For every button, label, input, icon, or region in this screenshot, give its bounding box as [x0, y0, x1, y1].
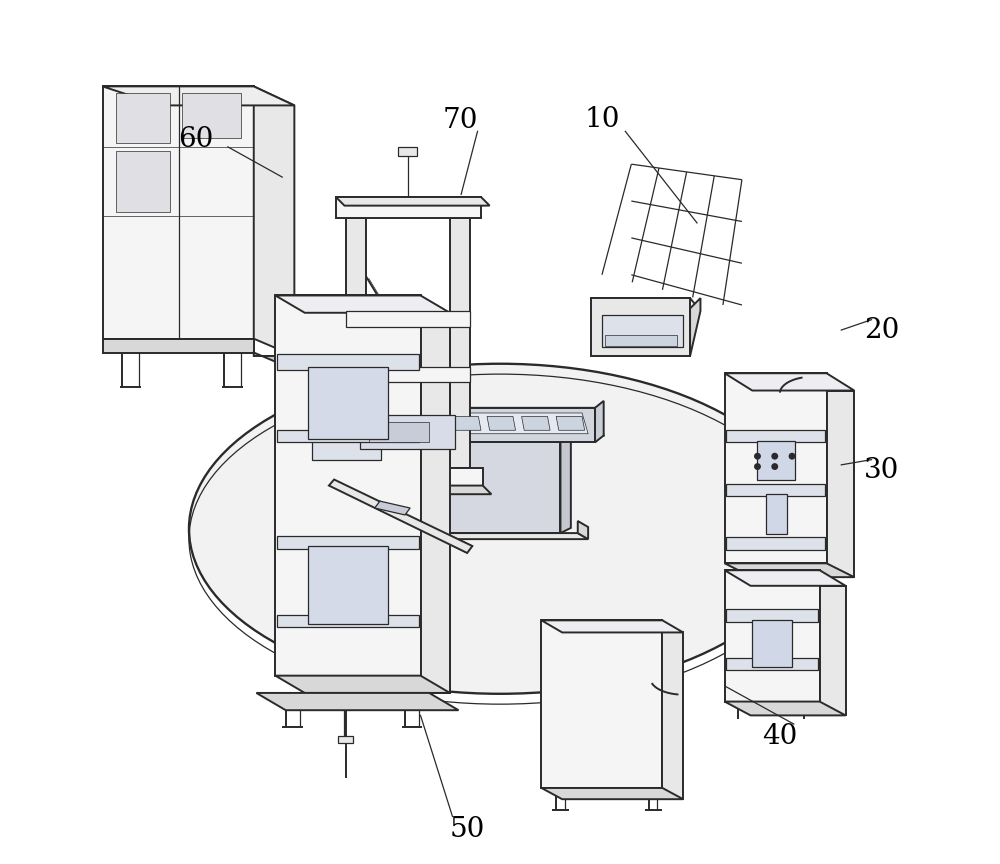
- Polygon shape: [541, 788, 683, 799]
- Polygon shape: [726, 537, 825, 550]
- Polygon shape: [725, 570, 846, 586]
- Polygon shape: [103, 86, 254, 339]
- Polygon shape: [332, 486, 491, 494]
- Polygon shape: [277, 536, 419, 549]
- Polygon shape: [338, 736, 353, 743]
- Polygon shape: [725, 373, 827, 563]
- Polygon shape: [595, 401, 604, 442]
- Polygon shape: [275, 295, 421, 676]
- Polygon shape: [254, 353, 294, 370]
- Polygon shape: [487, 416, 516, 430]
- Polygon shape: [591, 298, 690, 356]
- Polygon shape: [398, 147, 417, 156]
- Polygon shape: [421, 313, 450, 693]
- Text: 50: 50: [449, 816, 485, 843]
- Circle shape: [789, 453, 795, 460]
- Polygon shape: [757, 441, 795, 480]
- Polygon shape: [726, 430, 825, 442]
- Text: 60: 60: [178, 126, 214, 154]
- Polygon shape: [182, 93, 241, 138]
- Polygon shape: [427, 413, 588, 434]
- Polygon shape: [346, 311, 470, 327]
- Polygon shape: [300, 382, 392, 475]
- Circle shape: [771, 463, 778, 470]
- Polygon shape: [752, 620, 792, 667]
- Polygon shape: [312, 399, 381, 460]
- Polygon shape: [662, 632, 683, 799]
- Circle shape: [754, 453, 761, 460]
- Polygon shape: [726, 609, 818, 622]
- Polygon shape: [332, 468, 483, 486]
- Polygon shape: [336, 197, 490, 206]
- Polygon shape: [392, 396, 415, 488]
- Polygon shape: [277, 615, 419, 627]
- Circle shape: [771, 453, 778, 460]
- Polygon shape: [277, 354, 419, 370]
- Polygon shape: [452, 416, 481, 430]
- Polygon shape: [346, 367, 470, 382]
- Polygon shape: [369, 422, 429, 442]
- Polygon shape: [277, 430, 419, 442]
- Polygon shape: [725, 563, 854, 577]
- Polygon shape: [556, 416, 585, 430]
- Polygon shape: [725, 702, 846, 715]
- Polygon shape: [726, 484, 825, 496]
- Polygon shape: [726, 658, 818, 670]
- Polygon shape: [414, 408, 604, 435]
- Polygon shape: [602, 315, 683, 347]
- Polygon shape: [766, 494, 787, 534]
- Polygon shape: [116, 93, 170, 143]
- Polygon shape: [346, 218, 366, 468]
- Polygon shape: [329, 480, 472, 553]
- Polygon shape: [820, 586, 846, 715]
- Ellipse shape: [189, 364, 811, 694]
- Polygon shape: [560, 437, 571, 533]
- Polygon shape: [591, 298, 700, 311]
- Circle shape: [754, 463, 761, 470]
- Polygon shape: [275, 676, 450, 693]
- Text: 10: 10: [584, 105, 620, 133]
- Polygon shape: [308, 546, 388, 624]
- Polygon shape: [256, 693, 459, 710]
- Polygon shape: [431, 533, 588, 539]
- Polygon shape: [360, 415, 455, 449]
- Polygon shape: [448, 442, 560, 533]
- Polygon shape: [541, 620, 683, 632]
- Polygon shape: [103, 86, 294, 105]
- Text: 20: 20: [864, 316, 900, 344]
- Polygon shape: [254, 86, 294, 356]
- Polygon shape: [103, 339, 254, 353]
- Polygon shape: [827, 391, 854, 577]
- Polygon shape: [450, 218, 470, 468]
- Polygon shape: [725, 570, 820, 702]
- Text: 30: 30: [864, 457, 900, 485]
- Polygon shape: [336, 197, 481, 218]
- Polygon shape: [541, 620, 662, 788]
- Polygon shape: [300, 475, 415, 488]
- Text: 70: 70: [443, 107, 478, 135]
- Polygon shape: [300, 382, 415, 396]
- Polygon shape: [522, 416, 550, 430]
- Polygon shape: [275, 295, 450, 313]
- Polygon shape: [375, 501, 410, 515]
- Polygon shape: [690, 298, 700, 356]
- Polygon shape: [308, 367, 388, 439]
- Polygon shape: [725, 373, 854, 391]
- Text: 40: 40: [762, 722, 798, 750]
- Polygon shape: [116, 151, 170, 212]
- Polygon shape: [578, 521, 588, 539]
- Polygon shape: [414, 408, 595, 442]
- Polygon shape: [605, 335, 677, 346]
